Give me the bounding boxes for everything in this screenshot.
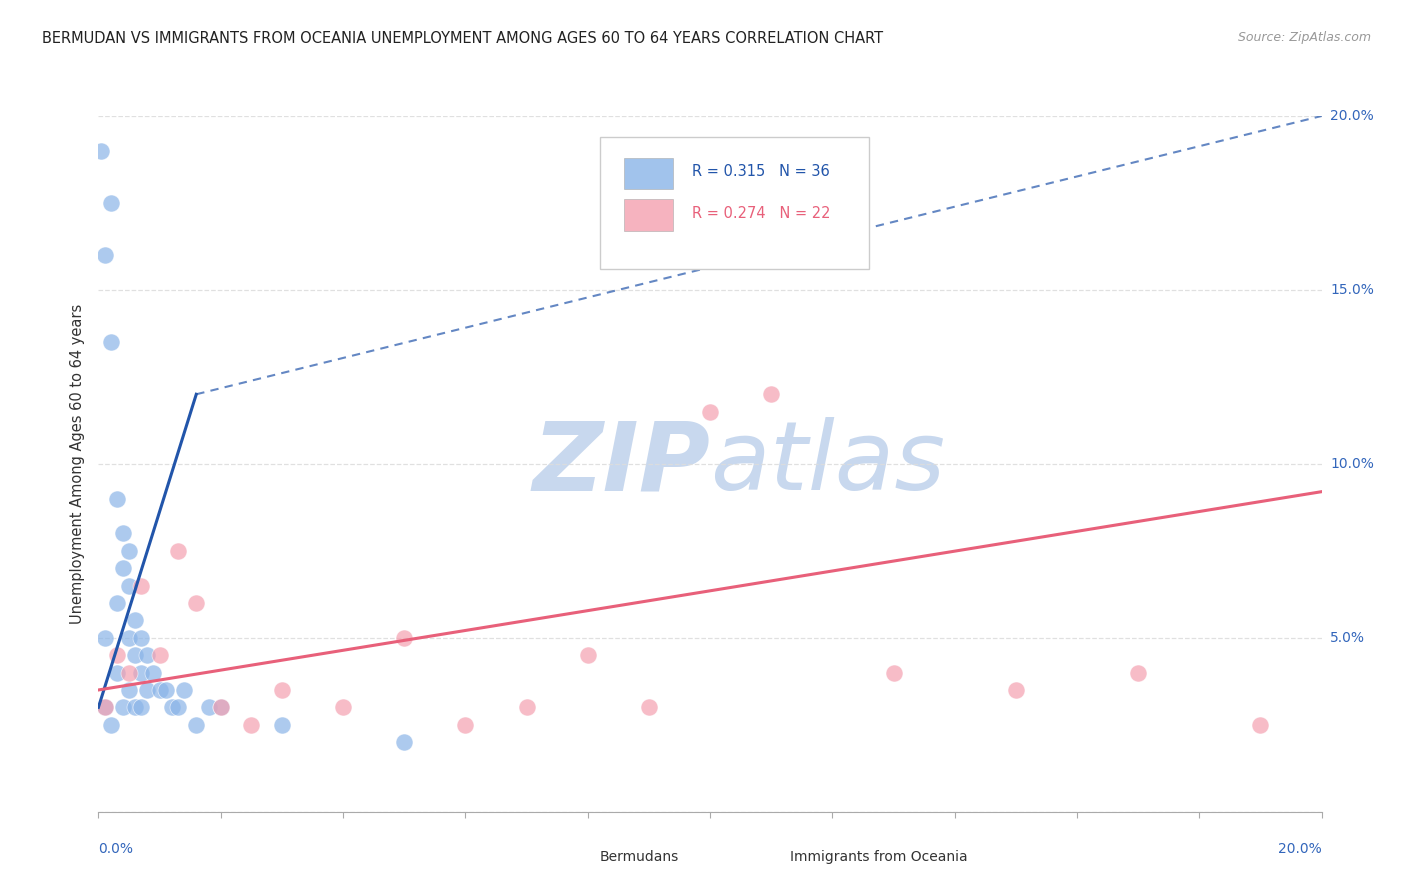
Point [111, 561, 134, 575]
Text: Source: ZipAtlas.com: Source: ZipAtlas.com [1237, 31, 1371, 45]
Point [160, 700, 183, 714]
Text: Bermudans: Bermudans [600, 850, 679, 864]
Point [167, 543, 190, 558]
Text: 10.0%: 10.0% [1330, 457, 1374, 471]
Point [105, 648, 128, 662]
Point [105, 665, 128, 680]
Bar [564, 845, 593, 870]
Point [136, 648, 159, 662]
Point [240, 717, 263, 731]
Point [186, 717, 208, 731]
Text: R = 0.274   N = 22: R = 0.274 N = 22 [692, 206, 830, 221]
Bar [752, 845, 783, 870]
Point [699, 405, 721, 419]
Point [270, 717, 292, 731]
Text: 20.0%: 20.0% [1278, 842, 1322, 856]
Point [105, 596, 128, 610]
Point [883, 665, 905, 680]
Point [124, 614, 146, 628]
Point [90, 144, 112, 158]
FancyBboxPatch shape [600, 136, 869, 269]
Point [111, 700, 134, 714]
Point [100, 717, 122, 731]
Point [129, 631, 152, 645]
Point [136, 683, 159, 698]
Point [93, 700, 115, 714]
Point [129, 700, 152, 714]
Text: 5.0%: 5.0% [1330, 631, 1365, 645]
Point [93, 700, 115, 714]
Point [454, 717, 477, 731]
Point [332, 700, 354, 714]
Point [129, 665, 152, 680]
Point [124, 700, 146, 714]
Point [186, 596, 208, 610]
Point [1004, 683, 1026, 698]
Point [149, 648, 172, 662]
Point [118, 683, 141, 698]
Text: ZIP: ZIP [531, 417, 710, 510]
Point [1128, 665, 1150, 680]
Text: 15.0%: 15.0% [1330, 283, 1374, 297]
Point [129, 578, 152, 592]
Point [392, 631, 416, 645]
Text: BERMUDAN VS IMMIGRANTS FROM OCEANIA UNEMPLOYMENT AMONG AGES 60 TO 64 YEARS CORRE: BERMUDAN VS IMMIGRANTS FROM OCEANIA UNEM… [42, 31, 883, 46]
Point [118, 578, 141, 592]
Point [392, 735, 416, 749]
Point [100, 334, 122, 349]
Point [149, 683, 172, 698]
Bar [624, 158, 673, 189]
Point [155, 683, 177, 698]
Point [759, 387, 782, 401]
Point [209, 700, 232, 714]
Text: atlas: atlas [710, 417, 945, 510]
Point [124, 648, 146, 662]
Point [142, 665, 165, 680]
Bar [624, 200, 673, 231]
Point [118, 543, 141, 558]
Text: R = 0.315   N = 36: R = 0.315 N = 36 [692, 164, 830, 179]
Point [270, 683, 292, 698]
Point [173, 683, 195, 698]
Point [100, 196, 122, 211]
Point [1249, 717, 1271, 731]
Text: 0.0%: 0.0% [98, 842, 134, 856]
Y-axis label: Unemployment Among Ages 60 to 64 years: Unemployment Among Ages 60 to 64 years [70, 303, 86, 624]
Point [516, 700, 538, 714]
Point [637, 700, 661, 714]
Text: 20.0%: 20.0% [1330, 109, 1374, 123]
Point [167, 700, 190, 714]
Point [576, 648, 599, 662]
Point [105, 491, 128, 506]
Point [197, 700, 219, 714]
Point [118, 631, 141, 645]
Point [93, 631, 115, 645]
Point [111, 526, 134, 541]
Point [118, 665, 141, 680]
Text: Immigrants from Oceania: Immigrants from Oceania [790, 850, 967, 864]
Point [209, 700, 232, 714]
Point [93, 248, 115, 262]
